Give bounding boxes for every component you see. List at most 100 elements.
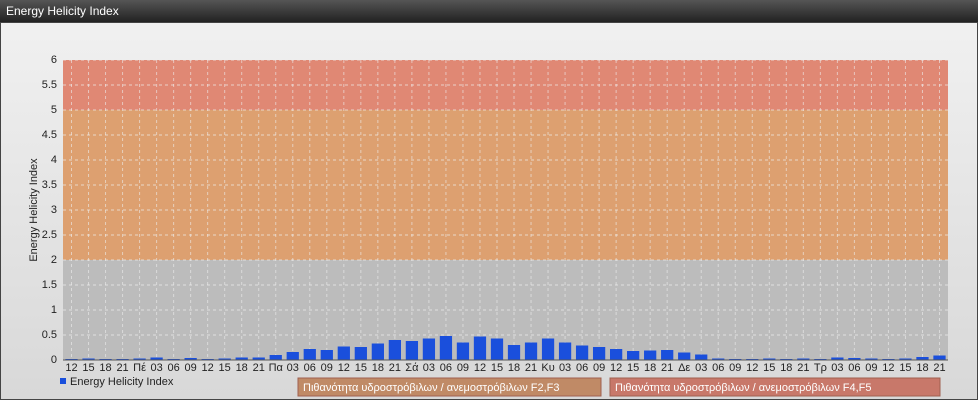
- risk-band: [63, 110, 948, 260]
- x-tick-label: 03: [150, 362, 162, 374]
- bar: [541, 338, 555, 360]
- bar: [252, 357, 265, 360]
- y-tick-label: 4.5: [42, 129, 57, 141]
- band-legend-box: [609, 377, 941, 397]
- x-tick-label: 18: [916, 362, 928, 374]
- x-tick-label: 15: [219, 362, 231, 374]
- bar: [609, 349, 623, 360]
- bar: [644, 350, 657, 360]
- bar: [558, 342, 572, 360]
- x-tick-label: 18: [644, 362, 656, 374]
- y-tick-label: 0.5: [42, 329, 57, 341]
- x-tick-label: 06: [168, 362, 180, 374]
- bar: [422, 338, 436, 360]
- x-tick-label: 12: [474, 362, 486, 374]
- x-tick-label: 18: [99, 362, 111, 374]
- x-tick-label: 03: [695, 362, 707, 374]
- y-tick-label: 5: [51, 104, 57, 116]
- x-tick-label: 15: [627, 362, 639, 374]
- y-tick-label: 1: [51, 304, 57, 316]
- x-tick-label: 12: [202, 362, 214, 374]
- bar: [592, 347, 606, 360]
- panel-title: Energy Helicity Index: [6, 4, 119, 18]
- x-tick-label: 15: [82, 362, 94, 374]
- legend-label: Energy Helicity Index: [70, 376, 174, 388]
- band-legend-box: [297, 377, 602, 397]
- y-tick-label: 1.5: [42, 279, 57, 291]
- bar: [695, 354, 708, 360]
- bar: [899, 358, 912, 360]
- x-tick-label: 12: [65, 362, 77, 374]
- bar: [933, 355, 946, 360]
- y-axis-label: Energy Helicity Index: [28, 158, 40, 262]
- bar: [82, 358, 95, 360]
- x-tick-label: 09: [593, 362, 605, 374]
- x-tick-label: 21: [661, 362, 673, 374]
- x-tick-label: 09: [185, 362, 197, 374]
- x-tick-label: 12: [338, 362, 350, 374]
- bar: [269, 355, 282, 360]
- x-tick-label: 06: [440, 362, 452, 374]
- x-tick-label: 18: [372, 362, 384, 374]
- band-legend-label: Πιθανότητα υδροστρόβιλων / ανεμοστρόβιλω…: [303, 382, 560, 394]
- bar: [218, 358, 231, 360]
- x-tick-label: Πέ: [133, 362, 146, 374]
- x-tick-label: 12: [882, 362, 894, 374]
- band-legend-label: Πιθανότητα υδροστρόβιλων / ανεμοστρόβιλω…: [615, 382, 872, 394]
- bar: [456, 342, 470, 360]
- bar: [916, 357, 929, 360]
- bar: [337, 346, 350, 360]
- x-tick-label: 03: [559, 362, 571, 374]
- x-tick-label: 18: [236, 362, 248, 374]
- x-tick-label: 06: [848, 362, 860, 374]
- x-tick-label: Τρ: [814, 362, 827, 374]
- y-tick-label: 5.5: [42, 79, 57, 91]
- x-tick-label: 15: [763, 362, 775, 374]
- x-tick-label: 09: [457, 362, 469, 374]
- bar: [831, 357, 844, 360]
- x-tick-label: 18: [508, 362, 520, 374]
- bar: [865, 358, 878, 360]
- bar: [678, 352, 691, 360]
- bar: [473, 336, 487, 360]
- x-tick-label: 06: [712, 362, 724, 374]
- bar: [848, 358, 861, 360]
- bar: [661, 350, 674, 360]
- x-tick-label: 12: [746, 362, 758, 374]
- bar: [797, 358, 810, 360]
- x-tick-label: 15: [491, 362, 503, 374]
- bar: [133, 358, 146, 360]
- y-tick-label: 6: [51, 54, 57, 66]
- bar: [235, 357, 248, 360]
- x-tick-label: 18: [780, 362, 792, 374]
- x-tick-label: Κυ: [541, 362, 554, 374]
- bar: [763, 358, 776, 360]
- bar: [575, 345, 589, 360]
- x-tick-label: 21: [253, 362, 265, 374]
- x-tick-label: 09: [729, 362, 741, 374]
- x-tick-label: 09: [321, 362, 333, 374]
- bar: [303, 349, 316, 360]
- bar: [627, 351, 640, 360]
- x-tick-label: Δε: [678, 362, 690, 374]
- x-tick-label: 03: [423, 362, 435, 374]
- y-tick-label: 2.5: [42, 229, 57, 241]
- x-tick-label: 06: [576, 362, 588, 374]
- bar: [150, 357, 163, 360]
- y-tick-label: 3: [51, 204, 57, 216]
- x-tick-label: 21: [797, 362, 809, 374]
- x-tick-label: Πα: [269, 362, 284, 374]
- x-tick-label: 12: [610, 362, 622, 374]
- bar: [184, 358, 197, 360]
- bar: [354, 347, 367, 360]
- y-tick-label: 4: [51, 154, 57, 166]
- bar: [388, 340, 402, 360]
- bar: [371, 343, 384, 360]
- bar: [524, 342, 538, 360]
- bar: [405, 341, 419, 360]
- bar: [490, 338, 504, 360]
- x-tick-label: 21: [116, 362, 128, 374]
- y-tick-label: 2: [51, 254, 57, 266]
- y-tick-label: 3.5: [42, 179, 57, 191]
